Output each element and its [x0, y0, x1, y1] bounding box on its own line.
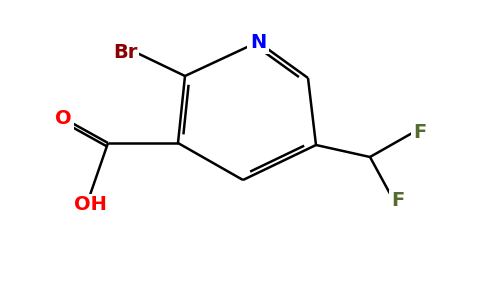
Text: F: F — [392, 191, 405, 211]
Text: OH: OH — [74, 196, 106, 214]
Text: Br: Br — [113, 43, 137, 61]
Text: O: O — [55, 109, 71, 128]
Text: N: N — [250, 32, 266, 52]
Text: F: F — [413, 122, 426, 142]
